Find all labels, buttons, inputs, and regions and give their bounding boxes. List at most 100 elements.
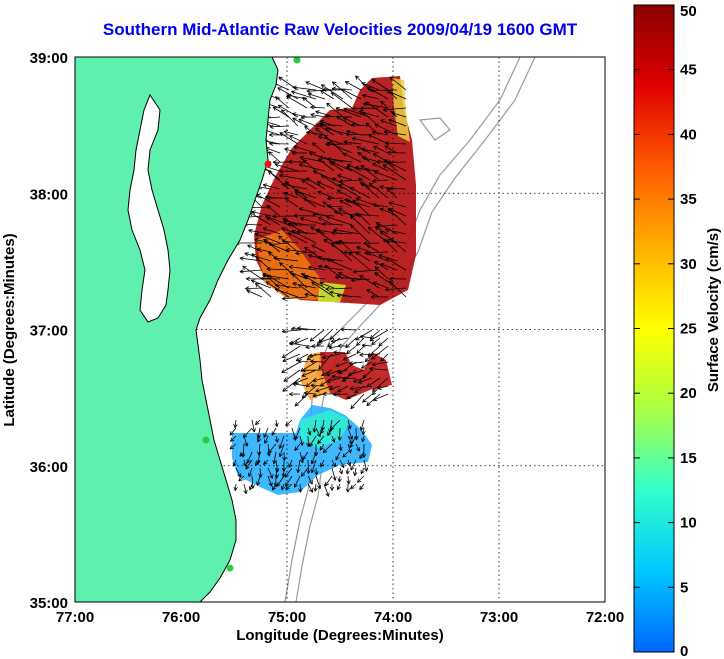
velocity-arrow-head (383, 238, 388, 241)
velocity-arrow-head (300, 116, 305, 120)
velocity-arrow (391, 112, 407, 118)
velocity-arrow-head (338, 470, 343, 475)
velocity-arrow-head (340, 327, 345, 330)
velocity-arrow-head (351, 108, 356, 111)
velocity-arrow-head (295, 192, 300, 194)
velocity-arrow (279, 443, 285, 458)
velocity-arrow-head (274, 423, 278, 427)
velocity-arrow-head (257, 434, 261, 439)
y-tick-label: 38:00 (30, 186, 68, 203)
velocity-arrow-head (244, 443, 248, 447)
velocity-arrow-head (344, 81, 348, 85)
velocity-arrow-head (275, 96, 278, 101)
x-tick-label: 77:00 (56, 609, 94, 626)
velocity-arrow (387, 90, 407, 100)
velocity-arrow-head (282, 356, 287, 359)
velocity-arrow (266, 268, 290, 271)
velocity-arrow (302, 159, 317, 172)
velocity-arrow-head (357, 152, 360, 157)
velocity-arrow-head (338, 208, 342, 212)
velocity-arrow (268, 170, 290, 190)
velocity-arrow-head (283, 220, 287, 224)
velocity-arrow-head (350, 187, 354, 192)
velocity-arrow (288, 459, 293, 468)
velocity-arrow-head (343, 252, 348, 255)
velocity-arrow (327, 427, 333, 436)
velocity-arrow (347, 427, 353, 440)
velocity-arrow-head (260, 276, 265, 279)
velocity-arrow (310, 360, 325, 363)
velocity-arrow-head (351, 137, 356, 141)
velocity-arrow (300, 273, 317, 280)
velocity-arrow (304, 276, 326, 280)
velocity-arrow-head (256, 247, 262, 250)
velocity-arrow (307, 435, 309, 447)
velocity-arrow-head (292, 273, 297, 276)
velocity-arrow-head (355, 448, 360, 452)
velocity-arrow-head (329, 425, 332, 430)
velocity-arrow (361, 344, 373, 347)
velocity-arrow (366, 289, 380, 298)
velocity-arrow-head (374, 272, 377, 277)
velocity-arrow-head (288, 266, 293, 270)
velocity-arrow (384, 145, 398, 154)
velocity-arrow (339, 179, 362, 182)
velocity-arrow-head (242, 433, 245, 438)
radar-station-marker (264, 160, 272, 168)
velocity-arrow-head (371, 130, 377, 133)
velocity-arrow-head (309, 431, 312, 436)
velocity-arrow-head (239, 271, 244, 274)
velocity-arrow (359, 483, 365, 490)
velocity-arrow-head (374, 261, 377, 266)
velocity-arrow-head (369, 90, 374, 93)
velocity-arrow-head (311, 281, 316, 283)
velocity-arrow-head (352, 269, 357, 273)
velocity-arrow-head (311, 244, 315, 249)
velocity-arrow (229, 443, 237, 450)
velocity-arrow (262, 227, 281, 235)
velocity-arrow-head (285, 249, 290, 253)
velocity-arrow-head (326, 371, 330, 376)
velocity-arrow (335, 361, 349, 367)
velocity-arrow-head (331, 161, 335, 166)
velocity-arrow-head (386, 187, 391, 190)
velocity-arrow-head (335, 457, 340, 461)
velocity-arrow-head (388, 119, 392, 123)
velocity-arrow-head (251, 253, 256, 255)
velocity-arrow (299, 156, 326, 163)
velocity-arrow (294, 443, 301, 451)
velocity-arrow-head (389, 237, 392, 242)
velocity-arrow-head (276, 482, 278, 487)
velocity-arrow (347, 419, 351, 430)
velocity-arrow (362, 435, 365, 443)
velocity-arrow-head (346, 129, 351, 132)
velocity-arrow-head (292, 113, 296, 117)
velocity-arrow-head (284, 147, 289, 150)
velocity-arrow-head (269, 126, 274, 129)
velocity-arrow-head (287, 223, 291, 228)
velocity-arrow-head (315, 127, 320, 130)
velocity-arrow-head (350, 406, 355, 410)
velocity-arrow (327, 158, 353, 163)
velocity-arrow-head (341, 469, 343, 475)
velocity-arrow (282, 329, 301, 332)
velocity-arrow-head (326, 378, 330, 383)
velocity-arrow (315, 111, 335, 118)
velocity-arrow-head (281, 183, 286, 188)
velocity-arrow-head (310, 360, 314, 364)
velocity-arrow-head (325, 493, 329, 497)
velocity-arrow-head (313, 487, 316, 492)
velocity-arrow-head (363, 103, 367, 107)
velocity-arrow-head (297, 326, 302, 329)
velocity-arrow-head (256, 481, 258, 486)
velocity-arrow-head (295, 253, 300, 256)
velocity-patch-mid-orange (300, 352, 330, 400)
velocity-arrow-head (310, 112, 315, 115)
velocity-arrow (360, 335, 373, 339)
velocity-arrow-head (335, 275, 340, 278)
velocity-arrow-head (291, 273, 294, 278)
velocity-arrow-head (339, 200, 343, 204)
velocity-arrow (356, 337, 365, 346)
velocity-arrow (388, 161, 407, 172)
velocity-arrow (313, 419, 317, 433)
